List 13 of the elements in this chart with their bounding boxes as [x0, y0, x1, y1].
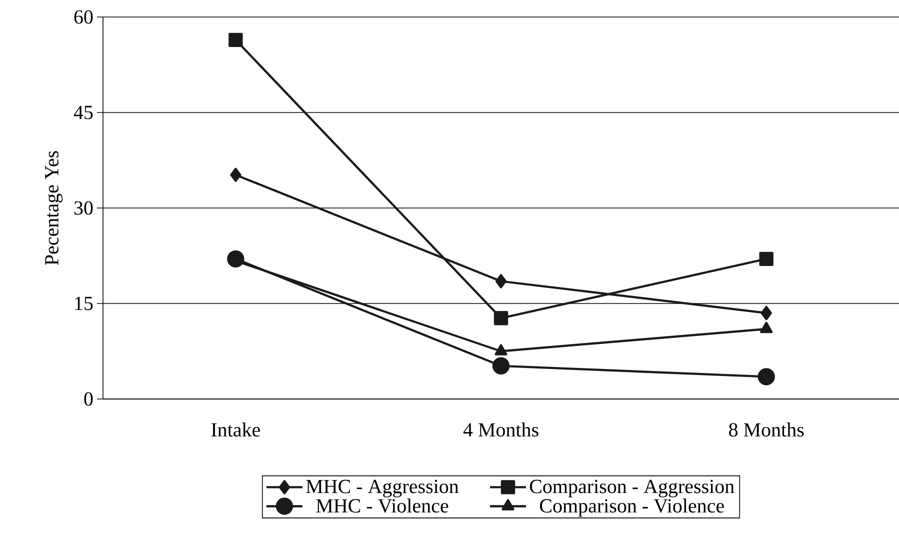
x-tick-label: 4 Months	[463, 422, 538, 437]
legend-label: Comparison - Violence	[540, 498, 724, 517]
y-tick-label: 15	[75, 296, 93, 310]
legend-label: Comparison - Aggression	[530, 480, 734, 498]
y-tick-label: 60	[74, 10, 93, 24]
y-tick-label: 30	[74, 201, 93, 215]
x-tick-label: 8 Months	[729, 422, 804, 437]
y-tick-label: 0	[84, 392, 93, 406]
x-tick-label: Intake	[211, 422, 260, 437]
legend-label: MHC - Aggression	[306, 480, 459, 498]
y-tick-label: 45	[74, 106, 93, 120]
legend-label: MHC - Violence	[316, 498, 448, 513]
y-axis-title: Pecentage Yes	[45, 151, 63, 266]
